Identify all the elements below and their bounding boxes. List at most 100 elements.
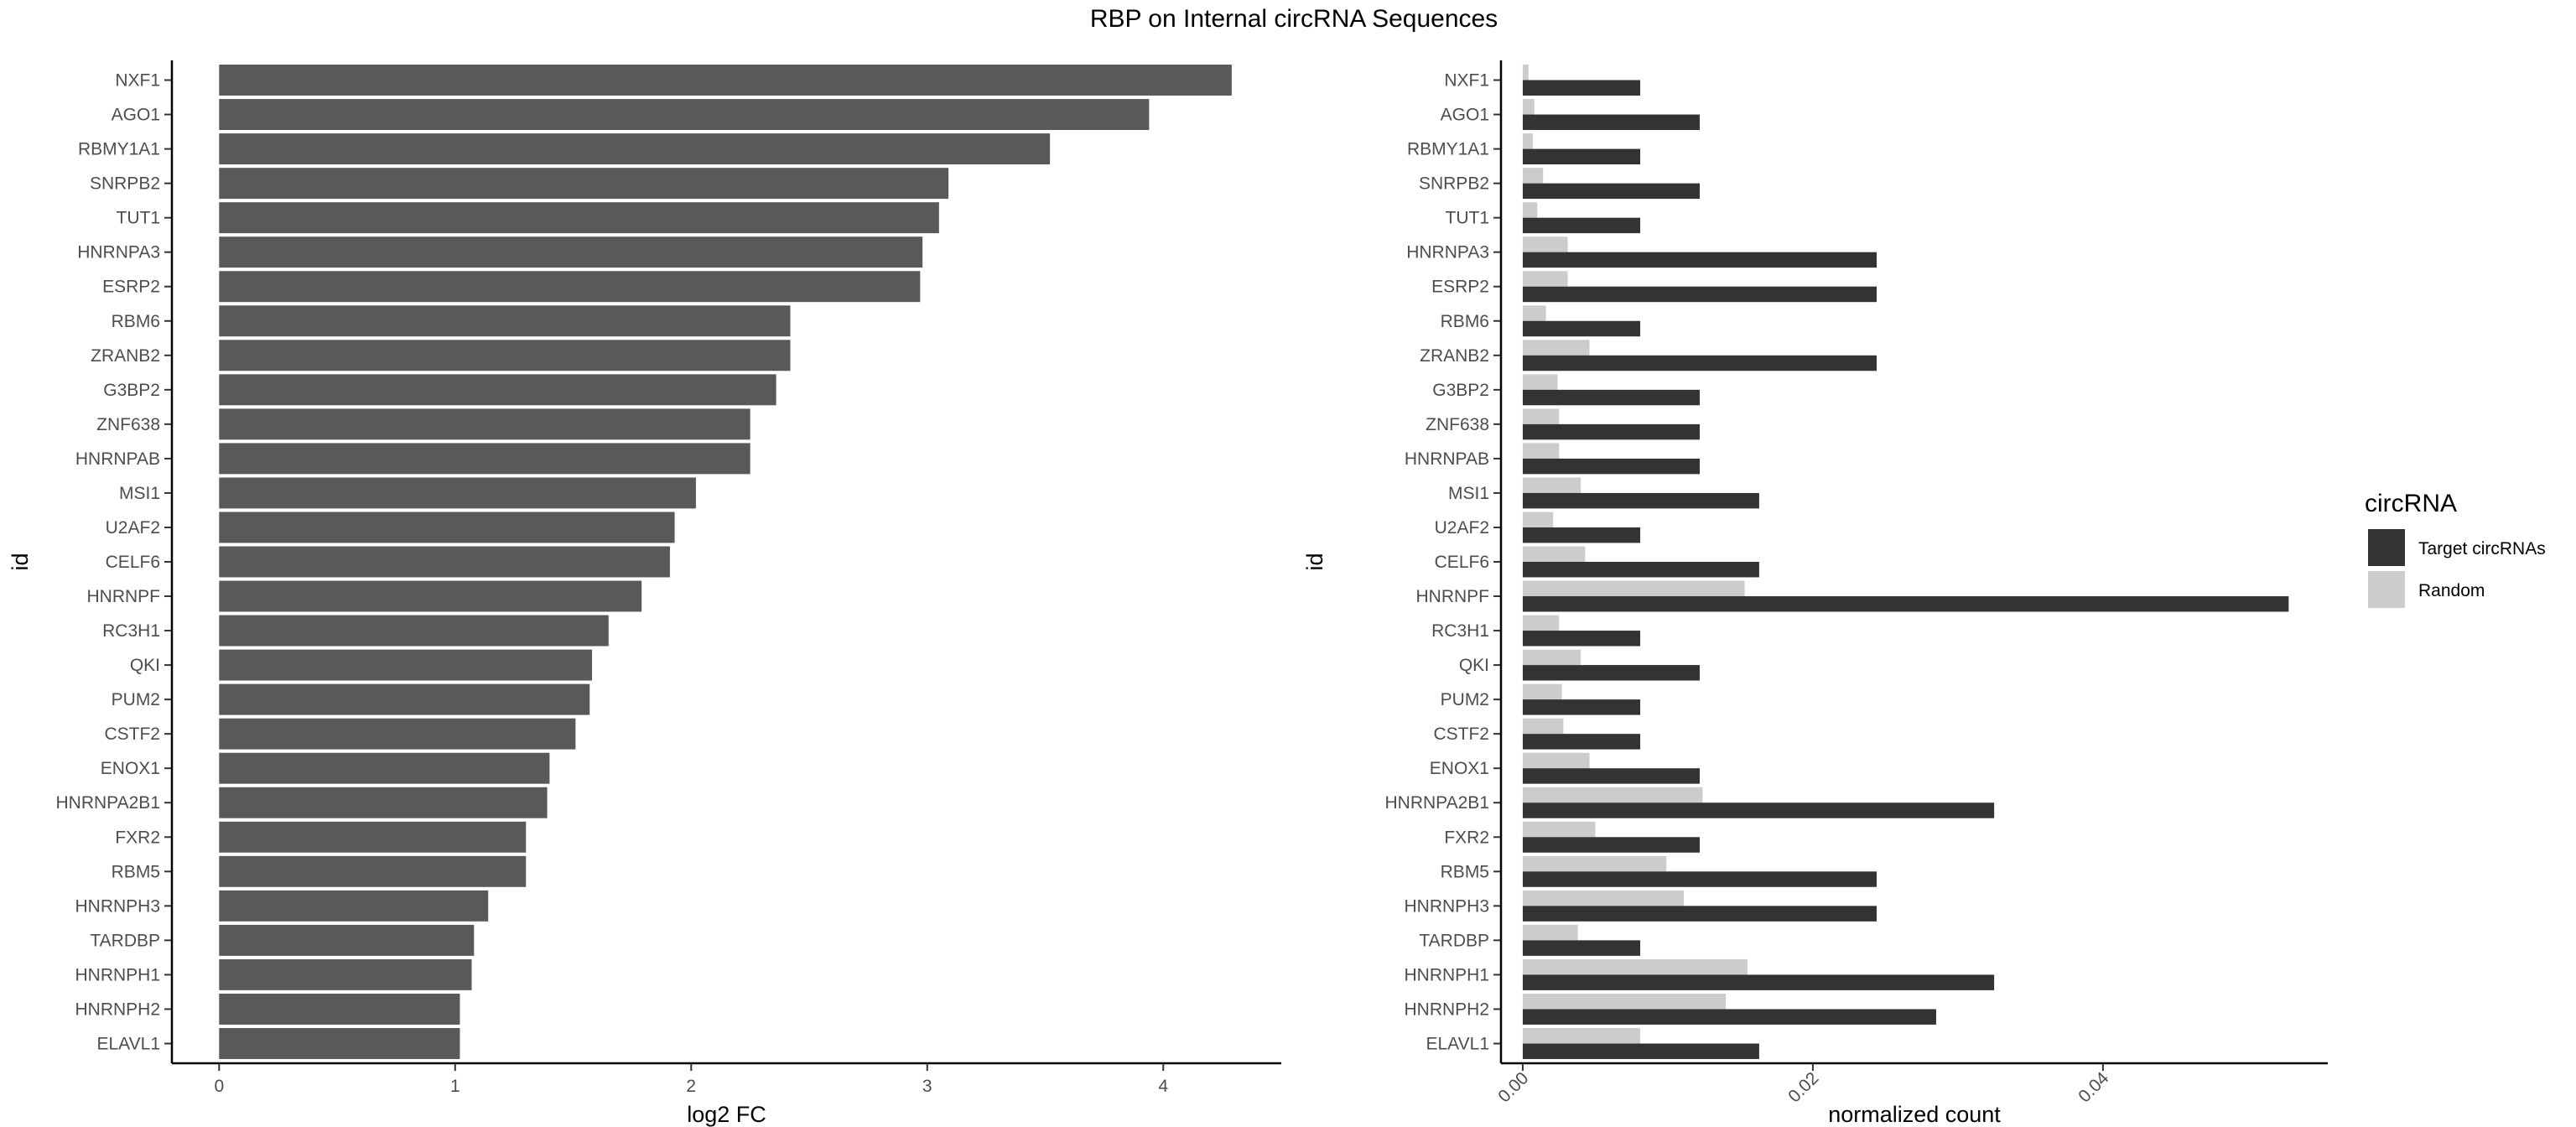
bar-random-ZNF638	[1522, 408, 1560, 424]
y-tick-label: CSTF2	[1433, 724, 1489, 744]
right-panel: NXF1 AGO1 RBMY1A1 SNRPB2 TUT1 HNRNPA3 ESRP2 RBM…	[1302, 60, 2328, 1127]
bar-target-ZNF638	[1522, 423, 1700, 440]
bar-target-TUT1	[1522, 217, 1641, 234]
y-tick-label: RC3H1	[1431, 621, 1489, 641]
chart-title: RBP on Internal circRNA Sequences	[1090, 5, 1498, 33]
y-tick-label: CSTF2	[104, 724, 160, 744]
bar-target-HNRNPH3	[1522, 906, 1877, 922]
bar-target-HNRNPF	[1522, 596, 2289, 612]
bar-ZNF638	[219, 408, 750, 440]
y-tick-label: ELAVL1	[97, 1034, 161, 1053]
bar-random-HNRNPAB	[1522, 443, 1560, 459]
bar-target-HNRNPA2B1	[1522, 802, 1995, 818]
bar-CSTF2	[219, 718, 576, 750]
y-tick-label: QKI	[130, 656, 160, 675]
bar-ENOX1	[219, 752, 550, 784]
y-tick-label: RBM6	[1441, 312, 1489, 331]
y-tick-label: CELF6	[106, 553, 160, 572]
left-panel: NXF1 AGO1 RBMY1A1 SNRPB2 TUT1 HNRNPA3 ESRP2 RBM…	[8, 60, 1281, 1127]
y-tick-label: TUT1	[1446, 209, 1490, 228]
bar-random-HNRNPF	[1522, 580, 1745, 597]
bar-AGO1	[219, 99, 1150, 131]
bar-RBMY1A1	[219, 133, 1051, 165]
y-tick-label: SNRPB2	[90, 174, 160, 194]
bar-random-HNRNPH1	[1522, 958, 1748, 975]
bar-RBM6	[219, 305, 791, 337]
bar-HNRNPH2	[219, 993, 460, 1025]
y-tick-label: NXF1	[115, 71, 160, 91]
legend-swatch-target	[2368, 529, 2405, 566]
x-tick-label: 0.02	[1784, 1068, 1822, 1106]
bar-target-ENOX1	[1522, 768, 1700, 784]
x-tick-label: 3	[922, 1077, 932, 1096]
bar-U2AF2	[219, 512, 675, 543]
y-axis-title: id	[1302, 553, 1327, 570]
x-tick-label: 2	[686, 1077, 696, 1096]
legend: circRNA Target circRNAs Random	[2365, 490, 2546, 608]
y-tick-label: ESRP2	[1431, 278, 1489, 297]
bar-TUT1	[219, 202, 939, 234]
bar-random-ZRANB2	[1522, 340, 1590, 356]
x-tick-label: 0.00	[1494, 1068, 1532, 1106]
bar-SNRPB2	[219, 168, 949, 200]
y-tick-label: HNRNPA2B1	[1385, 793, 1489, 813]
y-tick-label: RC3H1	[102, 621, 160, 641]
x-tick-label: 1	[450, 1077, 460, 1096]
y-tick-label: HNRNPH2	[75, 1000, 160, 1019]
y-tick-label: MSI1	[119, 484, 160, 503]
y-tick-label: U2AF2	[106, 518, 160, 538]
bar-random-FXR2	[1522, 821, 1596, 838]
y-tick-label: NXF1	[1444, 71, 1489, 91]
bar-target-FXR2	[1522, 837, 1700, 853]
y-tick-label: HNRNPAB	[1405, 449, 1489, 469]
y-tick-label: HNRNPH1	[75, 965, 160, 984]
bar-ZRANB2	[219, 340, 791, 371]
bar-MSI1	[219, 477, 696, 509]
y-tick-label: HNRNPH1	[1404, 965, 1489, 984]
y-tick-label: TUT1	[117, 209, 161, 228]
bar-HNRNPA3	[219, 236, 923, 268]
y-tick-label: ENOX1	[101, 759, 160, 778]
bar-target-HNRNPA3	[1522, 252, 1877, 268]
bar-QKI	[219, 649, 593, 681]
y-tick-label: HNRNPH3	[1404, 896, 1489, 916]
bar-random-CELF6	[1522, 546, 1586, 562]
bar-random-TARDBP	[1522, 924, 1578, 941]
y-tick-label: HNRNPA2B1	[56, 793, 160, 813]
y-tick-label: QKI	[1459, 656, 1489, 675]
y-tick-label: RBM6	[112, 312, 160, 331]
y-tick-label: HNRNPH2	[1404, 1000, 1489, 1019]
bar-random-G3BP2	[1522, 374, 1558, 390]
y-axis-title: id	[8, 553, 33, 570]
bar-target-MSI1	[1522, 492, 1759, 509]
bar-random-HNRNPH3	[1522, 890, 1684, 906]
bar-target-CSTF2	[1522, 734, 1641, 750]
bar-random-ESRP2	[1522, 271, 1568, 287]
bar-random-AGO1	[1522, 99, 1535, 115]
bar-target-HNRNPAB	[1522, 458, 1700, 475]
bar-target-CELF6	[1522, 562, 1759, 578]
y-tick-label: FXR2	[1444, 828, 1489, 847]
bar-target-HNRNPH1	[1522, 974, 1995, 990]
x-tick-label: 0	[214, 1077, 224, 1096]
bar-random-PUM2	[1522, 683, 1562, 700]
y-tick-label: RBMY1A1	[1407, 140, 1489, 159]
y-tick-label: U2AF2	[1435, 518, 1489, 538]
y-tick-label: PUM2	[112, 690, 160, 709]
legend-swatch-random	[2368, 571, 2405, 608]
bar-TARDBP	[219, 924, 475, 956]
bar-target-TARDBP	[1522, 940, 1641, 956]
bar-target-U2AF2	[1522, 527, 1641, 543]
bar-target-RBM6	[1522, 320, 1641, 337]
bar-random-TUT1	[1522, 202, 1538, 218]
y-tick-label: TARDBP	[1419, 931, 1489, 950]
bar-target-SNRPB2	[1522, 183, 1700, 200]
bar-random-NXF1	[1522, 65, 1529, 80]
bar-FXR2	[219, 821, 527, 853]
bar-random-RC3H1	[1522, 615, 1560, 631]
x-axis-title: log2 FC	[687, 1102, 766, 1127]
y-tick-label: ZRANB2	[1420, 346, 1489, 366]
y-tick-label: ESRP2	[102, 278, 160, 297]
bar-random-HNRNPA3	[1522, 236, 1568, 252]
bar-random-U2AF2	[1522, 512, 1554, 527]
